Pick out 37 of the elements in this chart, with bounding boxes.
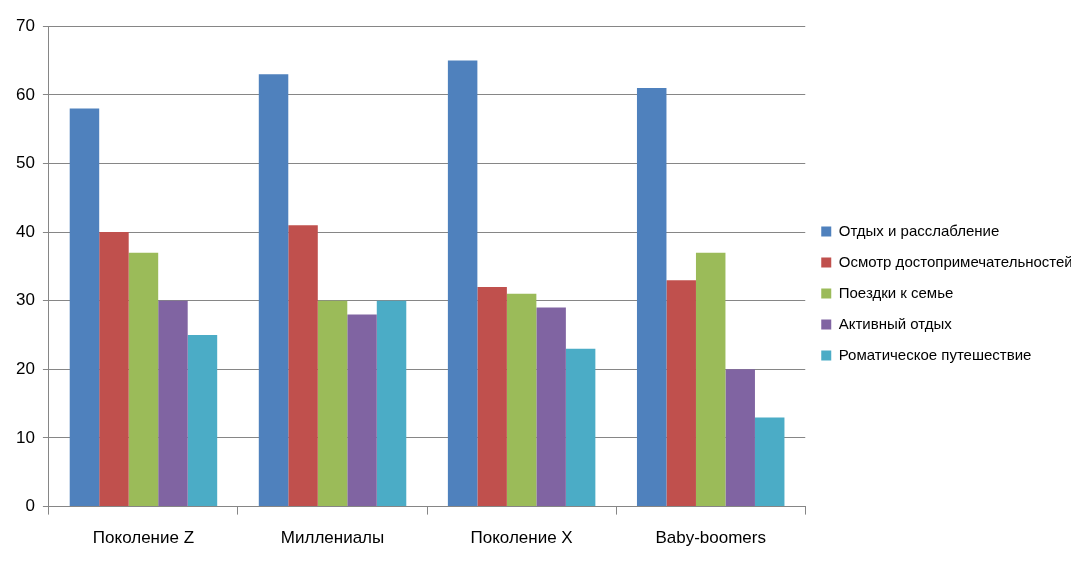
bar bbox=[754, 417, 785, 507]
y-tick-label: 50 bbox=[15, 153, 35, 173]
legend-label: Осмотр достопримечательностей bbox=[838, 252, 1073, 270]
bar bbox=[158, 300, 188, 507]
bar bbox=[187, 335, 218, 507]
y-tick-label: 10 bbox=[15, 427, 35, 447]
bar bbox=[565, 348, 596, 507]
bar bbox=[636, 87, 667, 507]
bar bbox=[128, 252, 159, 507]
y-tick-label: 0 bbox=[25, 496, 35, 516]
legend-label: Активный отдых bbox=[838, 314, 953, 332]
x-tick-label: Поколение Z bbox=[92, 528, 195, 548]
bar bbox=[288, 225, 318, 507]
y-tick-label: 20 bbox=[15, 359, 35, 379]
bar bbox=[695, 252, 726, 507]
bar bbox=[69, 108, 100, 507]
bar bbox=[666, 280, 696, 507]
bar bbox=[376, 300, 407, 507]
bar bbox=[258, 74, 289, 507]
legend-label: Поездки к семье bbox=[838, 283, 954, 301]
y-tick-label: 40 bbox=[15, 221, 35, 241]
legend-label: Роматическое путешествие bbox=[838, 345, 1032, 363]
x-tick-label: Baby-boomers bbox=[655, 528, 766, 548]
y-tick-label: 70 bbox=[15, 15, 35, 35]
y-tick-label: 60 bbox=[15, 84, 35, 104]
bar bbox=[536, 307, 566, 507]
bar bbox=[347, 314, 377, 507]
y-tick-label: 30 bbox=[15, 290, 35, 310]
bar bbox=[447, 60, 478, 507]
x-tick-label: Поколение X bbox=[470, 528, 573, 548]
bar bbox=[725, 369, 755, 507]
bar bbox=[477, 286, 507, 507]
bar bbox=[99, 232, 129, 507]
bar bbox=[506, 293, 537, 507]
legend-label: Отдых и расслабление bbox=[838, 221, 1000, 239]
x-tick-label: Миллениалы bbox=[280, 528, 385, 548]
bar bbox=[317, 300, 348, 507]
